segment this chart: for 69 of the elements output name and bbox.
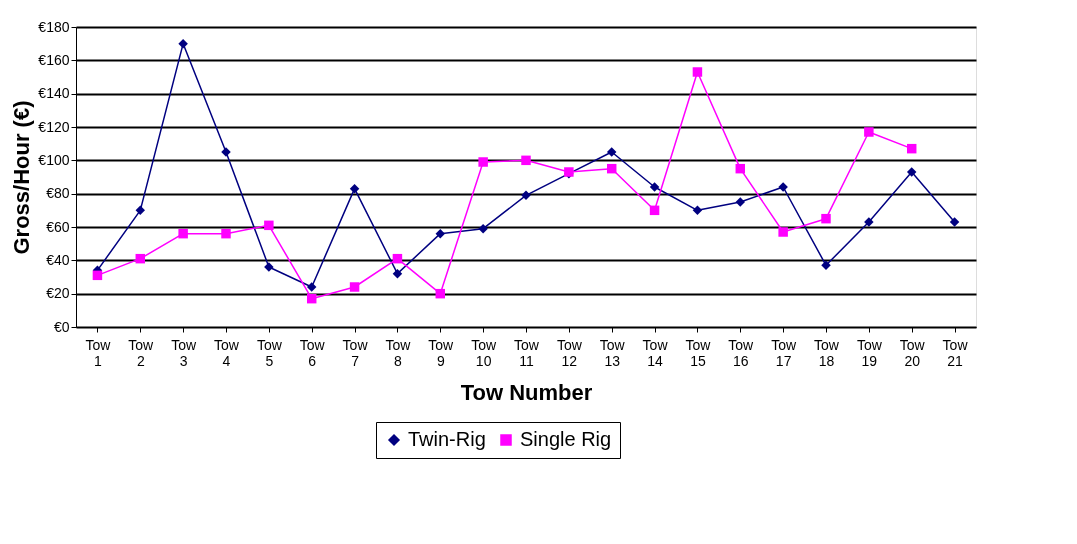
- y-tick-label: €80: [46, 185, 70, 202]
- point: [478, 157, 488, 167]
- point: [306, 282, 317, 292]
- point: [735, 163, 746, 174]
- legend-label: Twin-Rig: [408, 428, 486, 450]
- x-tick-label: Tow 14: [642, 336, 669, 369]
- point: [606, 147, 617, 157]
- y-tick-label: €140: [38, 85, 70, 102]
- point: [349, 282, 360, 292]
- point: [521, 190, 531, 201]
- x-tick-label: Tow 16: [728, 336, 755, 369]
- y-tick-label: €120: [38, 118, 70, 135]
- point: [221, 228, 231, 239]
- point: [178, 228, 188, 239]
- y-axis-title: Gross/Hour (€): [9, 100, 35, 255]
- x-tick-label: Tow 8: [385, 336, 412, 369]
- x-tick-label: Tow 9: [428, 336, 455, 369]
- y-tick-label: €160: [38, 51, 70, 68]
- x-axis-title: Tow Number: [460, 379, 593, 405]
- point: [949, 217, 960, 227]
- legend-label: Single Rig: [520, 428, 612, 450]
- x-tick-label: Tow 6: [299, 336, 326, 369]
- point: [521, 155, 531, 166]
- point: [264, 220, 274, 231]
- point: [178, 38, 188, 49]
- point: [478, 223, 488, 234]
- point: [778, 227, 788, 237]
- point: [692, 67, 703, 77]
- point: [306, 293, 317, 304]
- x-tick-label: Tow 3: [171, 336, 197, 369]
- x-tick-label: Tow 1: [85, 336, 112, 369]
- y-tick-label: €40: [46, 251, 70, 268]
- x-tick-label: Tow 19: [856, 336, 883, 369]
- y-tick-label: €180: [38, 18, 70, 35]
- x-tick-label: Tow 4: [214, 336, 240, 369]
- point: [392, 268, 403, 279]
- x-tick-label: Tow 13: [599, 336, 626, 369]
- point: [692, 205, 703, 216]
- point: [649, 205, 660, 216]
- x-tick-label: Tow 12: [556, 336, 583, 369]
- point: [392, 253, 403, 264]
- y-tick-label: €20: [46, 285, 70, 302]
- point: [906, 167, 917, 177]
- point: [735, 197, 746, 207]
- point: [649, 182, 660, 192]
- x-tick-label: Tow 10: [471, 336, 497, 369]
- x-tick-label: Tow 2: [128, 336, 155, 369]
- x-tick-label: Tow 17: [771, 336, 797, 369]
- point: [435, 288, 446, 299]
- x-tick-label: Tow 11: [514, 336, 540, 369]
- x-tick-label: Tow 21: [942, 336, 969, 369]
- point: [821, 213, 831, 224]
- point: [135, 205, 146, 216]
- point: [606, 163, 617, 174]
- y-tick-label: €60: [46, 218, 70, 235]
- point: [349, 183, 360, 194]
- y-tick-label: €100: [38, 151, 70, 168]
- x-tick-label: Tow 20: [899, 336, 926, 369]
- y-tick-label: €0: [53, 318, 70, 335]
- point: [435, 228, 446, 239]
- x-tick-label: Tow 15: [685, 336, 712, 369]
- point: [135, 253, 146, 264]
- point: [821, 260, 831, 271]
- point: [92, 270, 103, 281]
- point: [864, 127, 874, 137]
- point: [906, 143, 917, 154]
- x-tick-label: Tow 7: [342, 336, 369, 369]
- x-tick-label: Tow 5: [256, 336, 283, 369]
- x-tick-label: Tow 18: [814, 336, 840, 369]
